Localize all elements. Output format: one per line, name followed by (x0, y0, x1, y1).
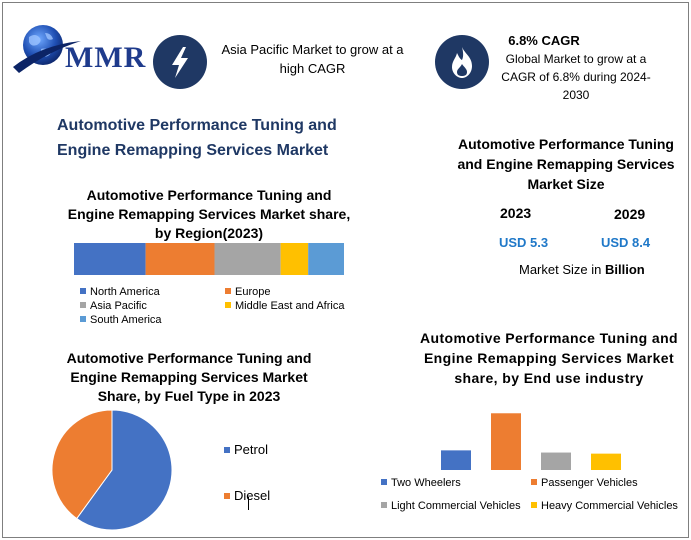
main-title: Automotive Performance Tuning and Engine… (57, 117, 337, 159)
region-legend-item-europe: Europe (225, 286, 270, 298)
region-legend-label: Europe (235, 286, 271, 298)
region-legend-swatch (80, 288, 86, 294)
fuel-legend-item-petrol: Petrol (224, 442, 268, 457)
region-bar-segment-europe (145, 243, 215, 275)
enduse-bar-passenger-vehicles (491, 413, 521, 470)
region-legend-label: North America (90, 286, 160, 298)
enduse-legend-label: Two Wheelers (391, 477, 461, 489)
fuel-chart-title: Automotive Performance Tuning and Engine… (66, 350, 312, 404)
enduse-legend-item-light-commercial-vehicles: Light Commercial Vehicles (381, 500, 521, 512)
pie-slice-petrol (76, 409, 173, 531)
globe-logo-icon (13, 25, 81, 73)
region-bar-segment-south-america (308, 243, 344, 275)
unit-bold: Billion (604, 262, 645, 277)
year-2029: 2029 (614, 206, 646, 222)
region-chart-title: Automotive Performance Tuning and Engine… (67, 187, 351, 241)
region-legend-swatch (225, 288, 231, 294)
enduse-legend-swatch (531, 479, 537, 485)
fuel-legend-label: Petrol (234, 442, 268, 457)
enduse-chart-title: Automotive Performance Tuning and Engine… (420, 330, 678, 386)
enduse-legend-label: Light Commercial Vehicles (391, 500, 521, 512)
region-legend-swatch (225, 302, 231, 308)
region-legend-item-south-america: South America (80, 314, 162, 326)
region-legend-label: South America (90, 314, 162, 326)
market-size-title: Automotive Performance Tuning and Engine… (457, 136, 675, 192)
region-legend-item-asia-pacific: Asia Pacific (80, 300, 147, 312)
region-legend-swatch (80, 302, 86, 308)
region-legend-item-middle-east-and-africa: Middle East and Africa (225, 300, 344, 312)
market-size-unit: Market Size in Billion (519, 262, 645, 277)
enduse-legend-item-heavy-commercial-vehicles: Heavy Commercial Vehicles (531, 500, 678, 512)
region-bar-segment-middle-east-and-africa (280, 243, 309, 275)
flame-icon (435, 35, 489, 89)
fuel-legend-item-diesel: Diesel (224, 488, 270, 503)
year-2023: 2023 (500, 205, 532, 221)
enduse-bar-two-wheelers (441, 450, 471, 470)
fuel-legend-swatch (224, 493, 230, 499)
highlight-asia-pacific: Asia Pacific Market to grow at a high CA… (221, 42, 404, 76)
region-bar-segment-north-america (74, 243, 146, 275)
region-legend-swatch (80, 316, 86, 322)
unit-prefix: Market Size in (519, 262, 605, 277)
enduse-bar-chart (441, 413, 621, 470)
region-legend-item-north-america: North America (80, 286, 160, 298)
value-2029: USD 8.4 (601, 235, 651, 250)
enduse-bar-light-commercial-vehicles (541, 452, 571, 470)
enduse-legend-swatch (381, 479, 387, 485)
enduse-legend-swatch (381, 502, 387, 508)
enduse-legend-label: Heavy Commercial Vehicles (541, 500, 678, 512)
fuel-legend-label: Diesel (234, 488, 271, 503)
cagr-title: 6.8% CAGR (508, 33, 580, 48)
lightning-bolt-icon (153, 35, 207, 89)
enduse-legend-label: Passenger Vehicles (541, 477, 638, 489)
enduse-legend-swatch (531, 502, 537, 508)
value-2023: USD 5.3 (499, 235, 549, 250)
enduse-legend-item-two-wheelers: Two Wheelers (381, 477, 461, 489)
fuel-legend-swatch (224, 447, 230, 453)
region-legend-label: Asia Pacific (90, 300, 147, 312)
fuel-pie-chart (51, 409, 173, 531)
text-cursor (248, 497, 249, 510)
region-stacked-bar (74, 243, 344, 275)
pie-slice-diesel (51, 409, 113, 520)
enduse-bar-heavy-commercial-vehicles (591, 453, 621, 470)
cagr-text: Global Market to grow at a CAGR of 6.8% … (501, 52, 651, 102)
enduse-legend-item-passenger-vehicles: Passenger Vehicles (531, 477, 638, 489)
logo-text: MMR (65, 41, 147, 74)
region-legend-label: Middle East and Africa (235, 300, 345, 312)
region-bar-segment-asia-pacific (214, 243, 281, 275)
